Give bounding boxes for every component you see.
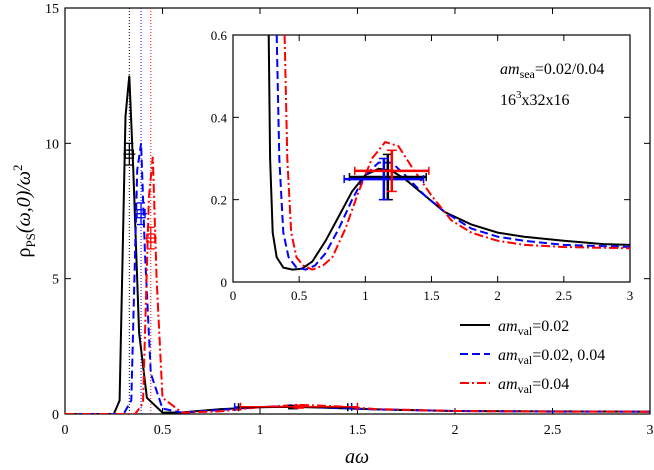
inset-y-tick-label-0: 0 bbox=[221, 275, 228, 290]
inset-axis-ticks: 0 0.5 1 1.5 2 2.5 3 0 0.2 0.4 0.6 bbox=[211, 28, 634, 303]
main-x-tick-label-0: 0 bbox=[62, 423, 69, 438]
main-y-tick-label-1: 5 bbox=[52, 273, 59, 288]
main-y-tick-label-0: 0 bbox=[52, 408, 59, 423]
sea-mass-annotation: amsea=0.02/0.04 bbox=[500, 61, 604, 81]
inset-x-tick-label-0: 0 bbox=[230, 288, 237, 303]
main-x-tick-label-5: 2.5 bbox=[544, 423, 562, 438]
main-series-line-2 bbox=[65, 156, 650, 414]
inset-y-tick-label-2: 0.4 bbox=[211, 110, 228, 125]
inset-series-line-1 bbox=[275, 35, 630, 271]
inset-y-tick-label-1: 0.2 bbox=[211, 193, 227, 208]
inset-x-tick-label-6: 3 bbox=[627, 288, 634, 303]
legend: amval=0.02 amval=0.02, 0.04 amval=0.04 bbox=[460, 318, 605, 396]
main-y-tick-label-3: 15 bbox=[45, 2, 59, 17]
inset-y-tick-label-3: 0.6 bbox=[211, 28, 228, 43]
inset-x-tick-label-2: 1 bbox=[362, 288, 369, 303]
lattice-size-annotation: 163x32x16 bbox=[500, 89, 570, 109]
legend-label-2: amval=0.04 bbox=[498, 376, 569, 396]
legend-label-1: amval=0.02, 0.04 bbox=[498, 347, 605, 367]
legend-label-0: amval=0.02 bbox=[498, 318, 569, 338]
inset-x-tick-label-5: 2.5 bbox=[556, 288, 572, 303]
inset-x-tick-label-3: 1.5 bbox=[423, 288, 439, 303]
main-x-tick-label-4: 2 bbox=[452, 423, 459, 438]
main-y-tick-label-2: 10 bbox=[45, 137, 59, 152]
main-x-tick-label-2: 1 bbox=[257, 423, 264, 438]
x-axis-label: aω bbox=[345, 446, 369, 468]
y-axis-label: ρPS(ω,0)/ω2 bbox=[10, 164, 38, 257]
main-x-tick-label-6: 3 bbox=[647, 423, 654, 438]
main-x-tick-label-3: 1.5 bbox=[349, 423, 367, 438]
main-clipped-group bbox=[65, 8, 650, 414]
inset-series-line-0 bbox=[267, 35, 630, 271]
main-plot bbox=[65, 8, 650, 414]
inset-x-tick-label-4: 2 bbox=[494, 288, 501, 303]
inset-x-tick-label-1: 0.5 bbox=[291, 288, 307, 303]
inset-clipped-group bbox=[267, 35, 630, 271]
main-x-tick-label-1: 0.5 bbox=[154, 423, 172, 438]
inset-series-line-2 bbox=[283, 35, 630, 271]
inset-plot bbox=[267, 35, 630, 271]
